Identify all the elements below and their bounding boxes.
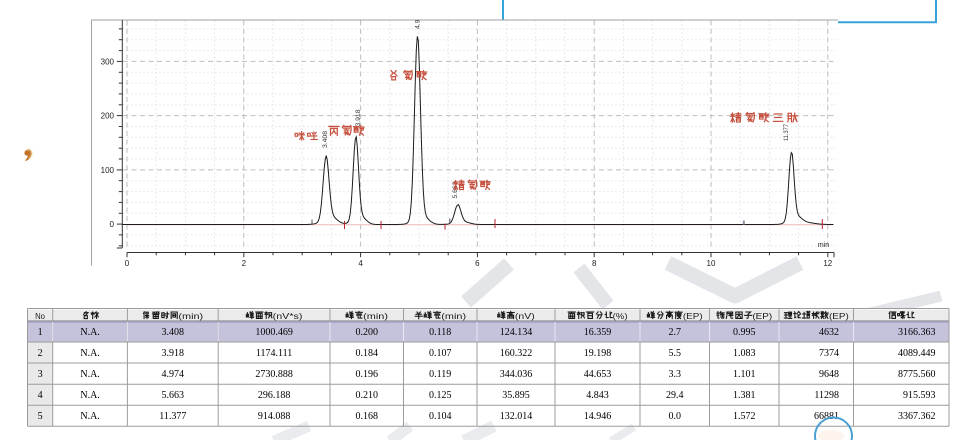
svg-text:3.408: 3.408 (322, 131, 329, 148)
svg-text:200: 200 (101, 112, 115, 121)
svg-text:4.974: 4.974 (414, 12, 421, 29)
svg-text:296.188: 296.188 (258, 390, 291, 401)
svg-text:No: No (35, 311, 45, 321)
svg-text:8: 8 (592, 259, 597, 268)
svg-text:44.653: 44.653 (584, 369, 612, 380)
svg-text:0.119: 0.119 (429, 369, 451, 380)
svg-text:0.168: 0.168 (356, 411, 379, 422)
svg-text:N.A.: N.A. (80, 348, 99, 359)
svg-text:5.5: 5.5 (669, 348, 682, 359)
svg-text:0.196: 0.196 (356, 369, 379, 380)
svg-text:0.210: 0.210 (356, 390, 379, 401)
svg-text:132.014: 132.014 (500, 411, 533, 422)
svg-text:300: 300 (101, 57, 115, 66)
svg-text:5.663: 5.663 (162, 390, 185, 401)
svg-text:19.198: 19.198 (584, 348, 612, 359)
svg-text:160.322: 160.322 (500, 348, 533, 359)
svg-text:29.4: 29.4 (666, 390, 684, 401)
svg-text:(EP): (EP) (683, 311, 703, 321)
svg-text:0: 0 (125, 259, 130, 268)
svg-text:3166.363: 3166.363 (898, 327, 936, 338)
svg-text:4.843: 4.843 (586, 390, 609, 401)
svg-text:0.118: 0.118 (429, 327, 451, 338)
svg-text:2730.888: 2730.888 (255, 369, 293, 380)
svg-text:9648: 9648 (819, 369, 839, 380)
svg-text:(EP): (EP) (829, 311, 849, 321)
svg-text:3.918: 3.918 (355, 109, 362, 126)
svg-text:0.125: 0.125 (429, 390, 452, 401)
svg-text:0.995: 0.995 (733, 327, 756, 338)
svg-text:4.974: 4.974 (162, 369, 185, 380)
svg-text:4632: 4632 (819, 327, 839, 338)
svg-text:3367.362: 3367.362 (898, 411, 936, 422)
svg-text:(nV): (nV) (515, 311, 535, 321)
svg-text:11298: 11298 (814, 390, 839, 401)
svg-text:(%): (%) (613, 311, 628, 321)
svg-text:1: 1 (38, 327, 43, 338)
svg-text:915.593: 915.593 (903, 390, 936, 401)
svg-text:35.895: 35.895 (502, 390, 530, 401)
svg-text:3.408: 3.408 (162, 327, 185, 338)
svg-text:11.377: 11.377 (159, 411, 186, 422)
svg-text:N.A.: N.A. (80, 390, 99, 401)
svg-text:12: 12 (823, 259, 832, 268)
svg-text:(min): (min) (441, 311, 466, 321)
svg-text:16.359: 16.359 (584, 327, 612, 338)
svg-text:min: min (818, 242, 829, 249)
svg-text:1174.111: 1174.111 (256, 348, 292, 359)
svg-text:0.107: 0.107 (429, 348, 452, 359)
svg-text:1000.469: 1000.469 (255, 327, 293, 338)
svg-text:100: 100 (101, 166, 115, 175)
svg-text:N.A.: N.A. (80, 369, 99, 380)
svg-text:66881: 66881 (814, 411, 839, 422)
svg-text:6: 6 (475, 259, 480, 268)
svg-text:1.572: 1.572 (733, 411, 756, 422)
svg-text:(min): (min) (363, 311, 388, 321)
svg-text:8775.560: 8775.560 (898, 369, 936, 380)
svg-text:0.200: 0.200 (356, 327, 379, 338)
svg-text:4089.449: 4089.449 (898, 348, 936, 359)
svg-text:(min): (min) (178, 311, 203, 321)
svg-text:1.083: 1.083 (733, 348, 756, 359)
svg-text:(EP): (EP) (752, 311, 772, 321)
svg-text:5: 5 (38, 411, 43, 422)
svg-text:2: 2 (242, 259, 247, 268)
svg-text:N.A.: N.A. (80, 327, 99, 338)
svg-text:4: 4 (358, 259, 363, 268)
svg-text:0.184: 0.184 (356, 348, 379, 359)
svg-text:3.3: 3.3 (669, 369, 682, 380)
svg-text:14.946: 14.946 (584, 411, 612, 422)
svg-text:914.088: 914.088 (258, 411, 291, 422)
svg-text:7374: 7374 (819, 348, 839, 359)
svg-text:3: 3 (38, 369, 43, 380)
svg-text:1.101: 1.101 (733, 369, 756, 380)
svg-text:124.134: 124.134 (500, 327, 533, 338)
svg-text:10: 10 (707, 259, 716, 268)
svg-text:N.A.: N.A. (80, 411, 99, 422)
svg-text:0.104: 0.104 (429, 411, 452, 422)
svg-text:0.0: 0.0 (669, 411, 682, 422)
svg-text:3.918: 3.918 (162, 348, 185, 359)
svg-text:1.381: 1.381 (733, 390, 756, 401)
svg-text:2.7: 2.7 (669, 327, 682, 338)
svg-text:(nV*s): (nV*s) (273, 311, 303, 321)
svg-text:344.036: 344.036 (500, 369, 533, 380)
svg-text:11.377: 11.377 (783, 124, 790, 141)
svg-text:2: 2 (38, 348, 43, 359)
svg-text:0: 0 (110, 220, 115, 229)
svg-text:4: 4 (38, 390, 43, 401)
